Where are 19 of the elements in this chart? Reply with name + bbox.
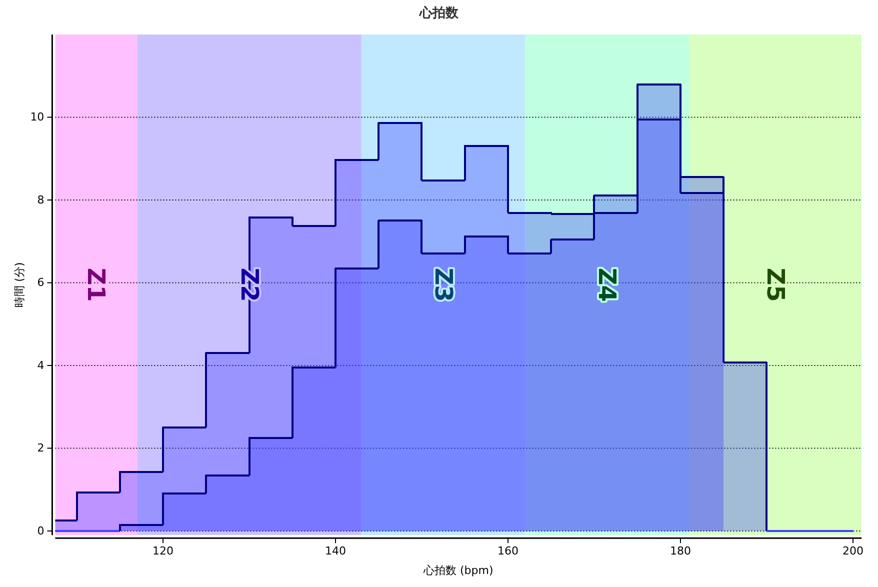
y-tick-label: 8 xyxy=(37,193,44,206)
y-tick-label: 10 xyxy=(30,110,44,124)
x-tick-label: 160 xyxy=(497,544,518,558)
y-axis-title: 時間 (分) xyxy=(12,262,26,308)
band-label: Z2 xyxy=(235,268,264,302)
band-label: Z4 xyxy=(593,268,622,302)
x-tick-label: 200 xyxy=(842,544,864,558)
band-label: Z3 xyxy=(429,268,458,302)
x-tick-label: 140 xyxy=(325,544,346,558)
chart-title: 心拍数 xyxy=(418,4,460,20)
band-label: Z5 xyxy=(761,268,790,302)
y-tick-label: 0 xyxy=(37,524,44,538)
x-tick-label: 180 xyxy=(670,544,691,558)
y-tick-label: 2 xyxy=(37,442,44,455)
y-tick-label: 6 xyxy=(37,276,44,290)
band-label: Z1 xyxy=(82,268,110,302)
y-tick-label: 4 xyxy=(37,358,44,372)
x-axis-title: 心拍数 (bpm) xyxy=(422,564,494,576)
x-tick-label: 120 xyxy=(152,544,174,558)
